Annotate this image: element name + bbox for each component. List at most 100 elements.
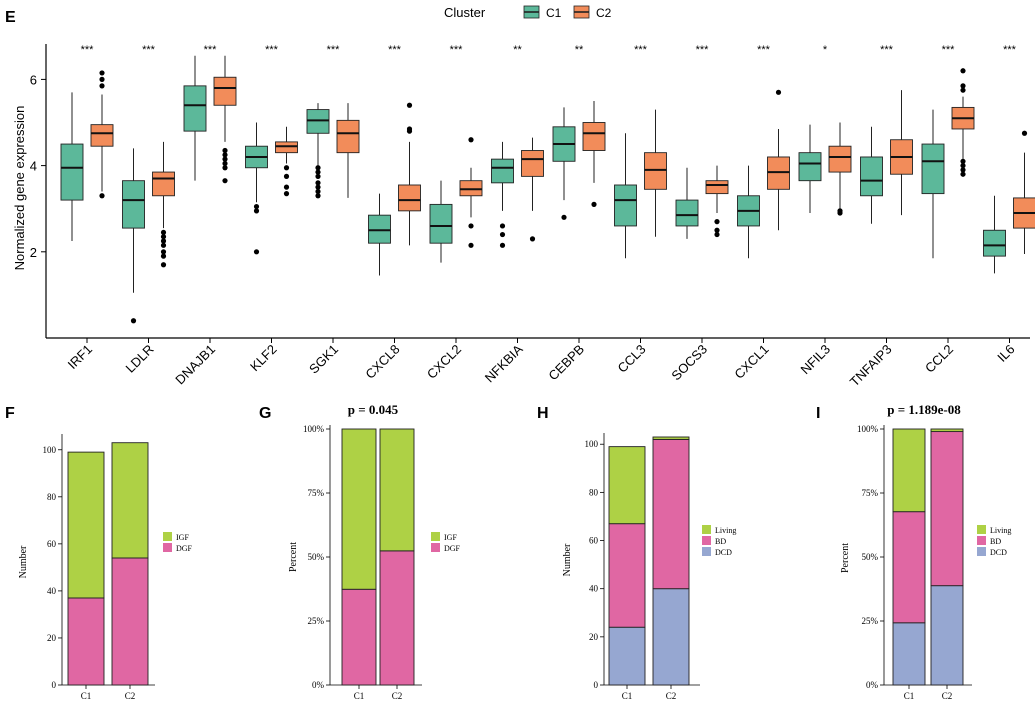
y-tick-label: 40 [589,584,599,594]
box-nfil3-c2 [828,122,852,216]
bar-segment-c1-dcd [892,622,926,686]
y-tick-label: 75% [308,488,325,498]
y-tick-label: 25% [308,616,325,626]
box-iqr [275,141,298,154]
box-cebpb-c2 [582,100,606,207]
x-tick-label-c1: C1 [904,691,915,701]
box-iqr [429,203,453,244]
legend-swatch-dgf [431,543,440,552]
box-iqr [582,122,606,151]
box-irf1-c1 [60,92,84,242]
box-iqr [675,199,699,227]
significance-cxcl1: *** [757,44,771,56]
box-cebpb-c1 [552,107,576,220]
box-il6-c1 [983,195,1006,274]
outlier-point [222,160,228,167]
box-iqr [828,145,852,173]
outlier-point [468,242,474,248]
outlier-point [960,163,966,169]
box-iqr [152,171,175,197]
bar-segment-c2-dgf [111,557,149,686]
significance-il6: *** [1003,44,1017,56]
box-iqr [90,124,114,147]
legend-title: Cluster [444,5,486,20]
legend-label-living: Living [990,526,1011,535]
bar-segment-c1-bd [608,523,646,628]
bar-segment-c2-igf [111,442,149,559]
panel-letter-f: F [5,405,15,422]
significance-tnfaip3: *** [880,44,894,56]
y-tick-label: 80 [47,492,57,502]
box-sgk1-c2 [336,103,360,198]
legend-label-bd: BD [990,537,1001,546]
outlier-point [253,208,260,214]
x-tick-label-dnajb1: DNAJB1 [172,342,218,388]
bar-segment-c1-bd [892,511,926,624]
box-il6-c2 [1013,130,1035,254]
box-iqr [122,180,145,229]
box-iqr [644,152,667,190]
outlier-point [315,184,321,190]
panel-e-boxplot: E Cluster C1 C2 Normalized gene expressi… [5,5,1035,389]
box-klf2-c1 [245,122,268,255]
significance-nfil3: * [823,44,828,56]
panel-g: G p = 0.045 Percent 0% 25% 50% 75% 100% C1 C2 I… [259,402,461,701]
bar-segment-c2-living [652,436,690,440]
bar-segment-c2-bd [930,431,964,587]
outlier-point [130,318,137,324]
outlier-point [714,227,720,233]
panel-letter-h: H [537,405,549,422]
box-socs3-c1 [675,167,699,239]
outlier-point [1021,130,1028,136]
y-tick-label: 60 [589,536,599,546]
box-cxcl2-c1 [429,180,453,263]
x-tick-label-c2: C2 [942,691,953,701]
y-tick-label: 100 [43,445,57,455]
significance-ccl2: *** [942,44,956,56]
x-tick-label-ccl3: CCL3 [615,342,649,376]
outlier-point [837,210,843,216]
outlier-point [960,171,966,177]
significance-cebpb: ** [575,44,584,56]
box-nfkbia-c2 [521,137,544,242]
bar-segment-c1-igf [67,451,105,599]
legend-swatch-living [702,525,711,534]
x-tick-label-ccl2: CCL2 [922,342,956,376]
y-tick-label: 100 [585,439,599,449]
y-axis-label-e: Normalized gene expression [12,106,27,271]
bars-g: 0% 25% 50% 75% 100% C1 C2 IGF DGF [303,424,461,701]
legend-label-dgf: DGF [444,544,461,553]
significance-ldlr: *** [142,44,156,56]
outlier-point [499,242,506,248]
box-iqr [491,158,514,184]
y-tick-label-e: 6 [30,72,37,87]
box-iqr [521,150,544,177]
box-iqr [860,156,883,197]
significance-cxcl2: *** [450,44,464,56]
x-tick-label-cebpb: CEBPB [545,342,587,384]
significance-ccl3: *** [634,44,648,56]
x-tick-label-c1: C1 [354,691,365,701]
outlier-point [222,152,228,158]
outlier-point [283,191,290,197]
box-iqr [60,143,84,201]
outlier-point [468,137,474,143]
y-tick-label: 20 [589,632,599,642]
box-socs3-c2 [705,165,729,238]
box-ccl2-c1 [921,109,945,259]
y-tick-label: 50% [308,552,325,562]
box-iqr [705,180,729,195]
outlier-point [222,178,228,184]
legend-label-living: Living [715,526,736,535]
bar-segment-c1-igf [341,428,377,590]
box-iqr [983,229,1006,257]
box-nfil3-c1 [798,124,822,214]
outlier-point [222,147,228,154]
outlier-point [775,89,782,95]
box-iqr [459,180,483,197]
x-tick-label-nfkbia: NFKBIA [482,341,526,385]
box-ccl3-c1 [614,133,637,259]
y-axis-label-i: Percent [840,543,851,573]
outlier-point [315,180,321,186]
x-tick-label-nfil3: NFIL3 [797,342,833,378]
